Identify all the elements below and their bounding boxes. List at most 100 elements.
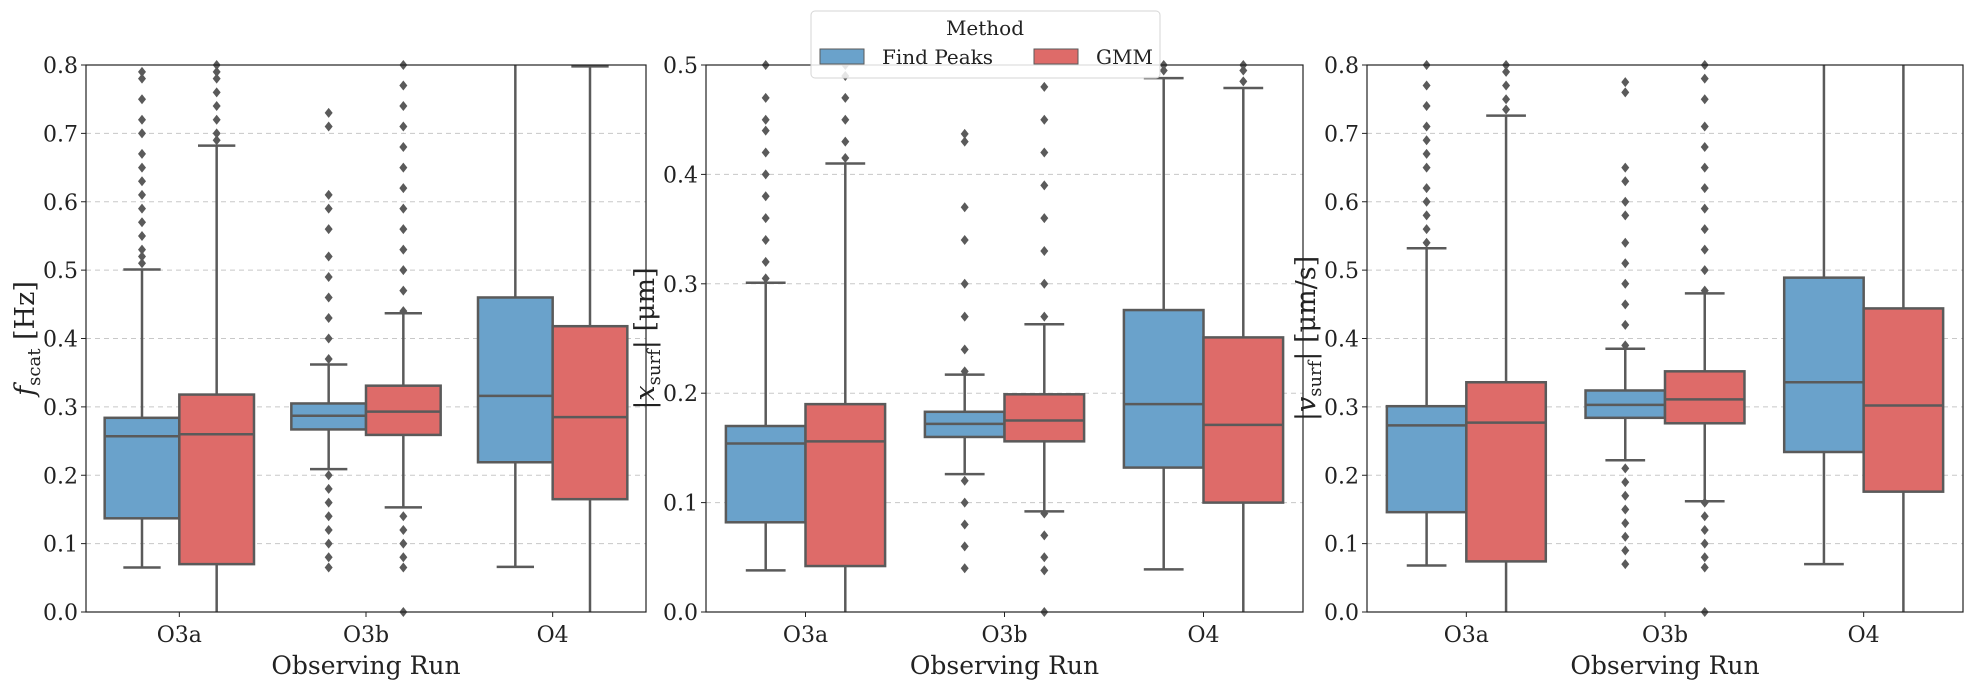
legend-swatch-gmm	[1033, 48, 1079, 65]
outlier-point	[1502, 104, 1511, 115]
outlier-point	[1621, 559, 1630, 570]
outlier-point	[1422, 183, 1431, 194]
outlier-point	[1502, 94, 1511, 105]
outlier-point	[399, 524, 408, 535]
y-axis-label-subscript: surf	[1305, 359, 1326, 396]
outlier-point	[1700, 511, 1709, 522]
y-tick-label: 0.1	[663, 492, 698, 517]
outlier-point	[1700, 524, 1709, 535]
box-iqr	[178, 393, 256, 566]
outlier-point	[324, 511, 333, 522]
outlier-point	[1700, 497, 1709, 508]
outlier-point	[1621, 77, 1630, 88]
box-iqr	[1663, 370, 1746, 425]
outlier-point	[1621, 463, 1630, 474]
outlier-point	[841, 136, 850, 147]
box-iqr	[1122, 308, 1205, 469]
outlier-point	[399, 162, 408, 173]
x-axis-label: Observing Run	[910, 651, 1099, 680]
outlier-point	[1621, 87, 1630, 98]
outlier-point	[1621, 545, 1630, 556]
outlier-point	[841, 114, 850, 125]
outlier-point	[1422, 80, 1431, 91]
outlier-point	[1422, 121, 1431, 132]
outlier-point	[1621, 278, 1630, 289]
box-find-peaks-O4	[476, 65, 554, 569]
box-gmm-O4	[1862, 65, 1945, 612]
outlier-point	[399, 285, 408, 296]
outlier-point	[138, 94, 146, 105]
y-tick-label: 0.3	[1324, 396, 1359, 421]
y-tick-label: 0.5	[663, 54, 698, 79]
y-tick-label: 0.5	[1324, 259, 1359, 284]
outlier-point	[399, 80, 408, 91]
outlier-point	[1621, 518, 1630, 529]
outlier-point	[1621, 319, 1630, 330]
outlier-point	[324, 483, 333, 494]
y-axis-label: |vsurf| [μm/s]	[1291, 256, 1326, 421]
x-axis-label: Observing Run	[1570, 651, 1759, 680]
box-iqr	[551, 324, 629, 501]
outlier-point	[138, 73, 146, 84]
outlier-point	[1621, 210, 1630, 221]
y-tick-label: 0.7	[1324, 122, 1359, 147]
outlier-point	[324, 552, 333, 563]
outlier-point	[138, 162, 146, 173]
chart-panel-3: 0.0 0.1 0.2 0.3 0.4 0.5 0.6 0.7 0.8 O3a O3b O4 Obser…	[1291, 54, 1964, 680]
outlier-point	[1621, 340, 1630, 351]
outlier-point	[1700, 265, 1709, 276]
outlier-point	[960, 344, 969, 355]
outlier-point	[1621, 477, 1630, 488]
outlier-point	[960, 497, 969, 508]
outlier-point	[212, 135, 221, 146]
outlier-point	[324, 497, 333, 508]
outlier-point	[761, 273, 770, 284]
y-tick-label: 0.5	[43, 259, 78, 284]
outlier-point	[138, 189, 146, 200]
box-find-peaks-O4	[1122, 60, 1205, 571]
outlier-point	[399, 265, 408, 276]
outlier-point	[1040, 552, 1049, 563]
y-axis-label: fscat [Hz]	[10, 281, 45, 398]
outlier-point	[138, 230, 146, 241]
outlier-point	[324, 203, 333, 214]
outlier-point	[1239, 76, 1248, 87]
y-tick-label: 0.4	[663, 163, 698, 188]
outlier-point	[399, 203, 408, 214]
box-gmm-O3b	[364, 60, 442, 617]
x-tick-label: O3a	[1444, 623, 1489, 648]
outlier-point	[324, 224, 333, 235]
outlier-point	[1700, 73, 1709, 84]
outlier-point	[960, 235, 969, 246]
outlier-point	[324, 354, 333, 365]
y-tick-label: 0.4	[1324, 328, 1359, 353]
outlier-point	[1422, 135, 1431, 146]
box-find-peaks-O3a	[103, 66, 181, 569]
outlier-point	[761, 92, 770, 103]
outlier-point	[960, 366, 969, 377]
outlier-point	[138, 176, 146, 187]
outlier-point	[324, 312, 333, 323]
x-tick-label: O3b	[981, 623, 1027, 648]
legend-label: GMM	[1096, 45, 1153, 69]
y-axis-label-unit: | [μm/s]	[1291, 256, 1322, 361]
outlier-point	[1040, 278, 1049, 289]
y-axis-label-subscript: scat	[24, 348, 45, 386]
outlier-point	[1700, 121, 1709, 132]
y-axis-label-main: |x	[630, 385, 661, 409]
outlier-point	[960, 563, 969, 574]
outlier-point	[1700, 94, 1709, 105]
x-tick-label: O3b	[343, 623, 389, 648]
outlier-point	[399, 562, 408, 573]
outlier-point	[960, 475, 969, 486]
outlier-point	[1422, 101, 1431, 112]
outlier-point	[960, 202, 969, 213]
outlier-point	[1621, 504, 1630, 515]
y-tick-label: 0.3	[43, 396, 78, 421]
x-tick-label: O4	[1187, 623, 1219, 648]
box-iqr	[1862, 307, 1945, 493]
box-gmm-O3a	[804, 60, 887, 612]
outlier-point	[761, 213, 770, 224]
outlier-point	[324, 538, 333, 549]
outlier-point	[212, 87, 221, 98]
